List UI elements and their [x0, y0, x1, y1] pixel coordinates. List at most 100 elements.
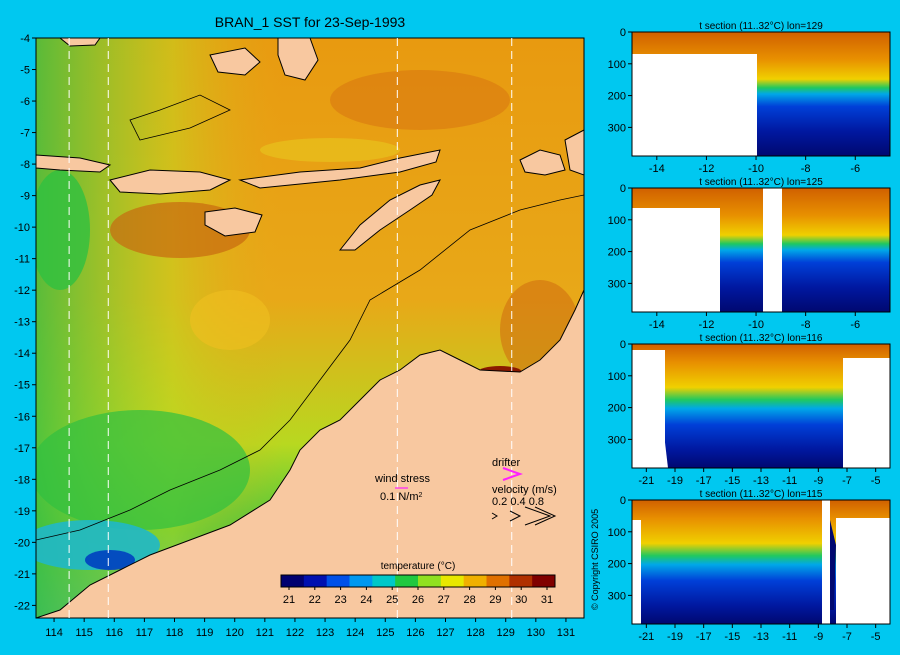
colorbar-tick-label: 24	[360, 594, 372, 606]
drifter-arrow-icon	[502, 467, 524, 481]
copyright: © Copyright CSIRO 2005	[590, 509, 600, 610]
lat-tick-label: -8	[801, 319, 811, 331]
depth-tick-label: 300	[608, 122, 626, 134]
depth-tick-label: 100	[608, 59, 626, 71]
depth-tick-label: 0	[620, 27, 626, 39]
lat-tick-label: -11	[782, 631, 797, 643]
colorbar-tick-label: 26	[412, 594, 424, 606]
wind-stress-value: 0.1 N/m2	[380, 491, 423, 503]
depth-tick-label: 300	[608, 278, 626, 290]
depth-tick-label: 100	[608, 527, 626, 539]
sst-map	[36, 38, 584, 618]
section-panel: t section (11..32°C) lon=129 0 100 200 300 -1…	[608, 21, 891, 175]
section-frame	[631, 31, 891, 157]
cool-patch	[260, 138, 400, 162]
lat-tick-label: -10	[748, 163, 764, 175]
lat-tick-label: -21	[638, 475, 654, 487]
depth-tick-label: 0	[620, 495, 626, 507]
lon-tick-label: 119	[196, 627, 214, 639]
colorbar-swatch	[395, 575, 419, 587]
depth-tick-label: 200	[608, 403, 626, 415]
lat-tick-label: -16	[14, 411, 30, 423]
lat-tick-label: -10	[14, 222, 30, 234]
map-title: BRAN_1 SST for 23-Sep-1993	[215, 14, 406, 30]
lat-tick-label: -15	[14, 380, 30, 392]
island-nw	[59, 38, 101, 47]
section-title: t section (11..32°C) lon=115	[700, 489, 823, 500]
colorbar-tick-label: 23	[334, 594, 346, 606]
colorbar-swatch	[372, 575, 396, 587]
colorbar-swatch	[418, 575, 442, 587]
section-title: t section (11..32°C) lon=116	[700, 333, 823, 344]
lat-tick-label: -7	[20, 128, 30, 140]
lat-tick-label: -10	[748, 319, 764, 331]
velocity-arrow-medium-icon	[509, 510, 522, 522]
lon-tick-label: 122	[286, 627, 304, 639]
lon-tick-label: 130	[527, 627, 545, 639]
colorbar-tick-label: 29	[489, 594, 501, 606]
map-ticks: 114 115 116 117 118 119 120 121 122 123 124 125 126 1…	[14, 33, 575, 639]
lat-tick-label: -12	[698, 319, 714, 331]
lat-tick-label: -21	[638, 631, 654, 643]
lon-tick-label: 128	[466, 627, 484, 639]
section-seafloor	[632, 350, 668, 468]
lat-tick-label: -5	[871, 631, 881, 643]
lat-tick-label: -7	[842, 475, 852, 487]
temperature-colorbar: 21 22 23 24 25 26 27 28 29 30 31	[280, 574, 556, 606]
lat-tick-label: -9	[813, 475, 823, 487]
depth-tick-label: 0	[620, 339, 626, 351]
section-no-data	[836, 518, 890, 624]
velocity-label: velocity (m/s)	[492, 484, 557, 496]
colorbar-title: temperature (°C)	[381, 561, 456, 572]
section-lines	[68, 38, 513, 618]
depth-tick-label: 300	[608, 434, 626, 446]
isobath-contour	[36, 194, 584, 541]
colorbar-tick-label: 25	[386, 594, 398, 606]
blue-patch	[85, 550, 135, 570]
velocity-values: 0.2 0.4 0.8	[492, 496, 544, 508]
colorbar-swatch	[303, 575, 328, 587]
lat-tick-label: -22	[14, 600, 30, 612]
colorbar-tick-label: 30	[515, 594, 527, 606]
section-frame	[631, 187, 891, 313]
section-no-data	[822, 500, 830, 624]
depth-tick-label: 200	[608, 91, 626, 103]
lon-tick-label: 115	[75, 627, 93, 639]
section-seafloor	[632, 54, 757, 156]
lat-tick-label: -17	[696, 475, 712, 487]
section-panel: t section (11..32°C) lon=115 0 100 200 300 -2…	[608, 489, 891, 643]
depth-tick-label: 200	[608, 559, 626, 571]
timor-island	[338, 179, 441, 251]
lat-tick-label: -9	[813, 631, 823, 643]
section-panels: t section (11..32°C) lon=129 0 100 200 300 -1…	[608, 21, 891, 643]
colorbar-tick-label: 28	[463, 594, 475, 606]
lat-tick-label: -12	[698, 163, 714, 175]
lat-tick-label: -12	[14, 285, 30, 297]
cool-patch	[190, 290, 270, 350]
lat-tick-label: -11	[782, 475, 797, 487]
map-frame	[35, 37, 585, 619]
warm-patch	[330, 70, 510, 130]
lat-tick-label: -7	[842, 631, 852, 643]
depth-tick-label: 300	[608, 590, 626, 602]
lat-tick-label: -21	[14, 569, 30, 581]
wind-stress-label: wind stress	[374, 473, 431, 485]
lat-tick-label: -13	[753, 475, 769, 487]
lon-tick-label: 114	[45, 627, 63, 639]
lat-tick-label: -20	[14, 537, 30, 549]
lat-tick-label: -11	[15, 254, 30, 266]
lon-tick-label: 129	[497, 627, 515, 639]
lon-tick-label: 124	[346, 627, 364, 639]
section-deep-trench	[830, 520, 836, 610]
depth-tick-label: 0	[620, 183, 626, 195]
section-no-data	[843, 358, 890, 468]
lon-tick-label: 126	[406, 627, 424, 639]
lon-tick-label: 125	[376, 627, 394, 639]
lat-tick-label: -14	[14, 348, 30, 360]
lat-tick-label: -15	[724, 475, 740, 487]
lon-tick-label: 127	[436, 627, 454, 639]
velocity-arrow-small-icon	[491, 512, 498, 520]
section-no-data	[632, 520, 641, 624]
colorbar-tick-label: 22	[309, 594, 321, 606]
